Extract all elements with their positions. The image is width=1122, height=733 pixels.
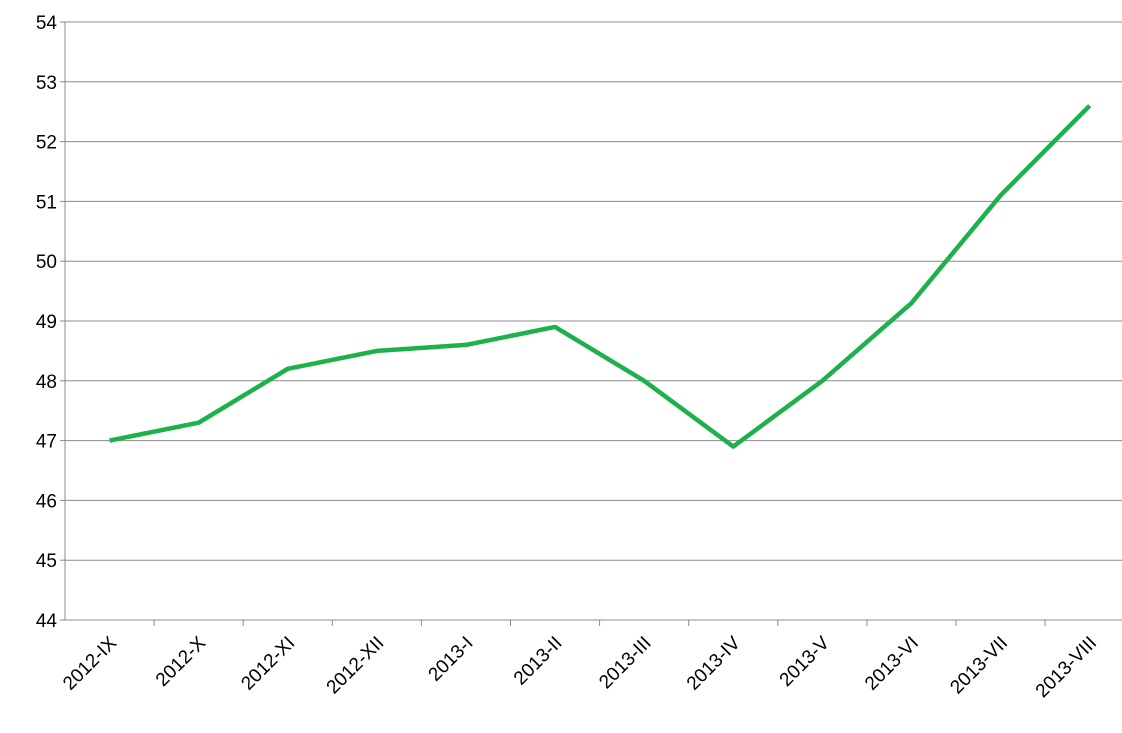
y-tick-label: 44 [36,611,58,632]
x-tick-label: 2013-V [776,632,834,690]
data-line [109,104,1092,449]
y-tick-label: 54 [36,13,58,34]
y-tick-label: 50 [36,252,57,273]
x-tick-label: 2013-VIII [1032,633,1101,702]
x-tick-label: 2012-XI [237,633,299,695]
x-tick-label: 2013-VII [946,633,1012,699]
x-tick-label: 2013-II [510,633,567,690]
x-tick-label: 2012-IX [59,632,121,694]
y-tick-label: 52 [36,133,57,154]
x-tick-label: 2013-I [425,633,478,686]
y-tick-label: 49 [36,312,57,333]
x-tick-label: 2012-XII [323,633,389,699]
y-tick-label: 45 [36,551,57,572]
y-tick-label: 46 [36,491,57,512]
y-tick-label: 48 [36,372,57,393]
x-tick-label: 2013-III [595,633,655,693]
x-tick-label: 2013-IV [683,632,745,694]
x-tick-label: 2012-X [152,632,210,690]
y-tick-label: 51 [36,192,57,213]
x-tick-label: 2013-VI [861,633,923,695]
y-tick-label: 53 [36,73,57,94]
y-tick-label: 47 [36,432,57,453]
